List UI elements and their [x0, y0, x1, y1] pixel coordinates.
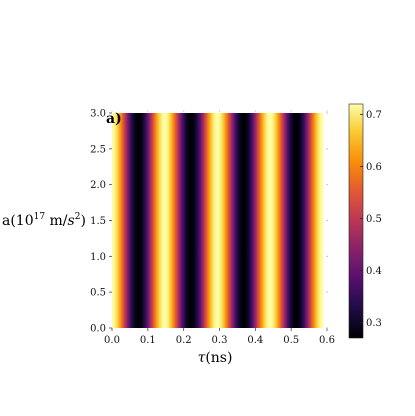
frame-dot [326, 110, 328, 112]
frame-dot [111, 110, 113, 112]
colorbar-tick-label: 0.4 [366, 266, 382, 277]
y-tick-label: 1.0 [90, 252, 106, 263]
colorbar-tick-label: 0.5 [366, 214, 382, 225]
colorbar-ticks: 0.3 0.4 0.5 0.6 0.7 [360, 110, 382, 329]
x-tick-label: 0.6 [319, 335, 335, 346]
x-tick-label: 0.3 [212, 335, 228, 346]
colorbar-tick-label: 0.7 [366, 110, 382, 121]
y-tick-label: 2.5 [90, 144, 106, 155]
frame-dot [147, 110, 149, 112]
frame-dot [218, 110, 221, 112]
y-tick-label: 2.0 [90, 180, 106, 191]
frame-dots [111, 110, 328, 329]
frame-dot [326, 255, 328, 257]
frame-dot [183, 110, 185, 112]
y-tick-label: 1.5 [90, 216, 106, 227]
x-axis-label: τ(ns) [198, 350, 233, 366]
heatmap-area [112, 113, 324, 328]
frame-dot [326, 219, 328, 222]
y-tick-label: 0.5 [90, 288, 106, 299]
x-tick-label: 0.5 [283, 335, 299, 346]
x-tick-label: 0.0 [104, 335, 120, 346]
frame-dot [326, 291, 328, 293]
frame-dot [254, 110, 256, 112]
y-axis-label: a(1017 m/s2) [2, 212, 86, 229]
colorbar-tick-label: 0.6 [366, 162, 382, 173]
frame-dot [290, 110, 292, 112]
x-axis: 0.0 0.1 0.2 0.3 0.4 0.5 0.6 [104, 328, 335, 346]
colorbar-tick-label: 0.3 [366, 318, 382, 329]
frame-dot [326, 327, 328, 329]
frame-dot [326, 184, 328, 186]
frame-dot [326, 112, 328, 114]
panel-label: a) [106, 111, 122, 127]
x-tick-label: 0.4 [247, 335, 263, 346]
y-axis: 0.0 0.5 1.0 1.5 2.0 2.5 3.0 [90, 109, 112, 335]
frame-dot [326, 148, 328, 150]
y-tick-label: 0.0 [90, 324, 106, 335]
x-tick-label: 0.1 [140, 335, 156, 346]
y-tick-label: 3.0 [90, 109, 106, 120]
x-tick-label: 0.2 [176, 335, 192, 346]
colorbar [348, 103, 364, 339]
